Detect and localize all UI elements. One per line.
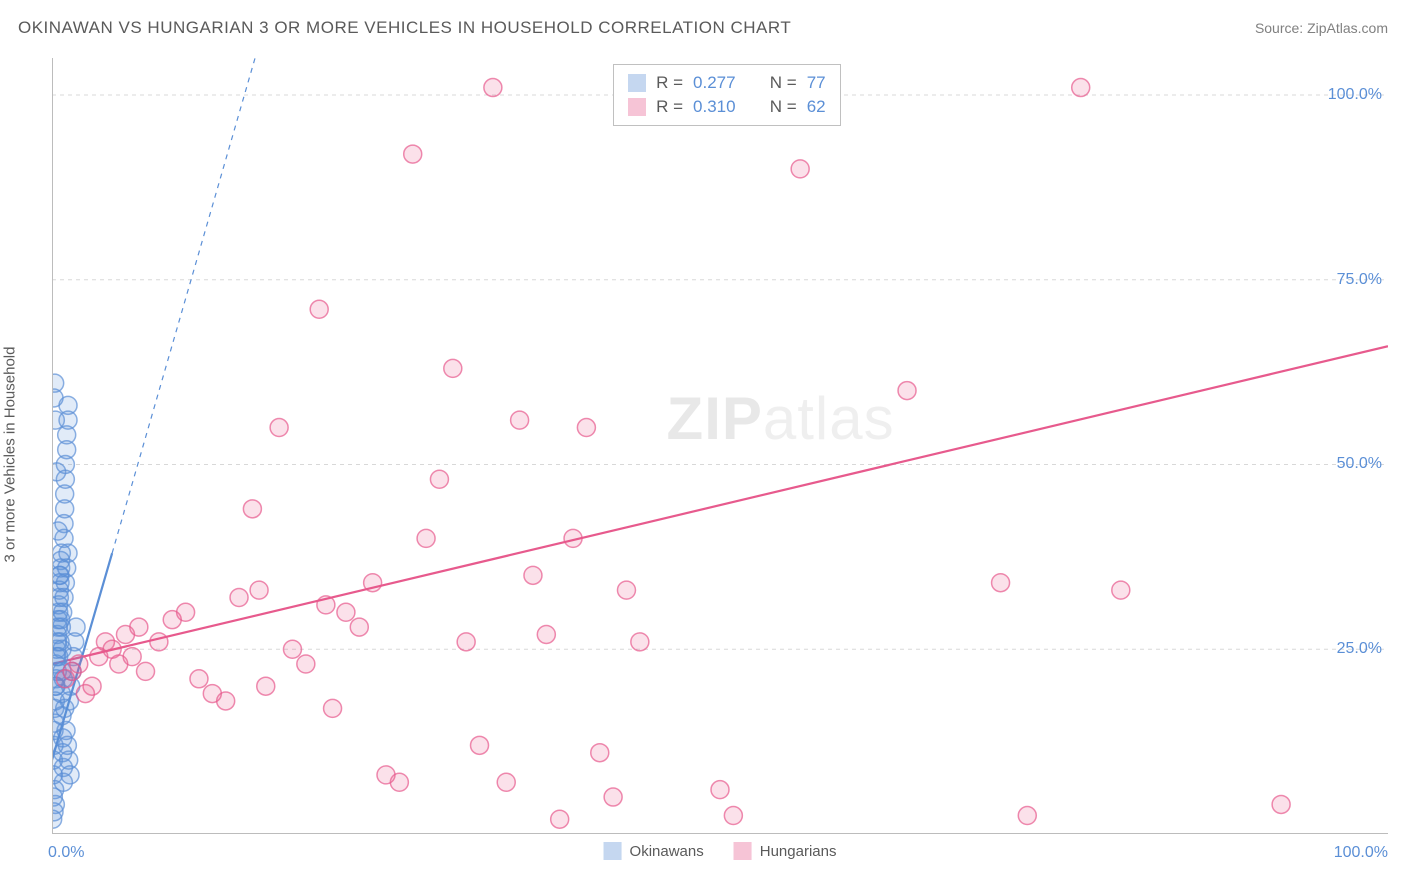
- y-tick-label: 75.0%: [1337, 271, 1382, 289]
- chart-title: OKINAWAN VS HUNGARIAN 3 OR MORE VEHICLES…: [18, 18, 791, 38]
- x-axis-origin-label: 0.0%: [48, 844, 84, 862]
- legend-swatch: [604, 842, 622, 860]
- chart-area: ZIPatlas 25.0%50.0%75.0%100.0% R = 0.277…: [52, 58, 1388, 834]
- series-legend: Okinawans Hungarians: [604, 842, 837, 860]
- legend-swatch: [628, 98, 646, 116]
- y-tick-label: 25.0%: [1337, 640, 1382, 658]
- y-tick-label: 100.0%: [1328, 86, 1382, 104]
- y-tick-label: 50.0%: [1337, 455, 1382, 473]
- legend-swatch: [734, 842, 752, 860]
- legend-label: Hungarians: [760, 843, 837, 860]
- stats-legend-row: R = 0.310 N = 62: [628, 95, 826, 119]
- stats-legend-row: R = 0.277 N = 77: [628, 71, 826, 95]
- y-axis-label: 3 or more Vehicles in Household: [2, 347, 19, 563]
- source-attribution: Source: ZipAtlas.com: [1255, 20, 1388, 36]
- legend-label: Okinawans: [630, 843, 704, 860]
- legend-swatch: [628, 74, 646, 92]
- legend-item: Hungarians: [734, 842, 837, 860]
- legend-item: Okinawans: [604, 842, 704, 860]
- x-axis-end-label: 100.0%: [1334, 844, 1388, 862]
- stats-legend: R = 0.277 N = 77R = 0.310 N = 62: [613, 64, 841, 126]
